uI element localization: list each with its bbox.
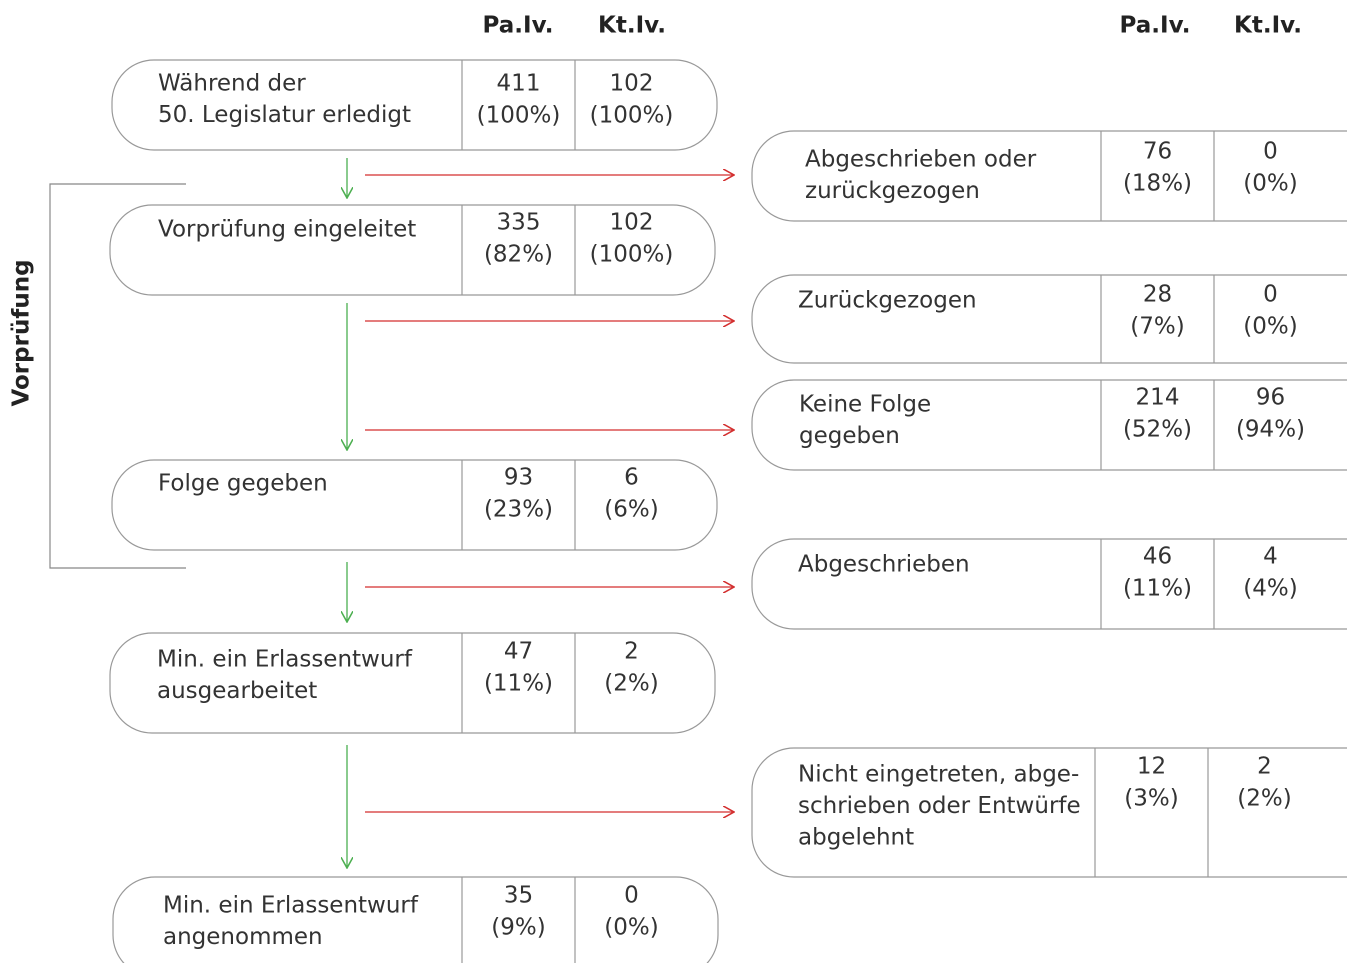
node-label: Vorprüfung eingeleitet <box>158 217 416 243</box>
kt-count: 6 <box>624 465 639 491</box>
pa-share: (11%) <box>1123 576 1192 602</box>
pa-share: (7%) <box>1130 314 1184 340</box>
pa-count: 214 <box>1136 385 1180 411</box>
node-box <box>112 876 719 963</box>
pa-count: 47 <box>504 639 533 665</box>
side-label: Vorprüfung <box>9 259 35 406</box>
kt-count: 4 <box>1263 544 1278 570</box>
pa-count: 12 <box>1137 754 1166 780</box>
node-label: Zurückgezogen <box>798 288 977 314</box>
pa-share: (82%) <box>484 242 553 268</box>
node-label: gegeben <box>799 423 900 449</box>
kt-share: (0%) <box>1243 171 1297 197</box>
column-header: Kt.Iv. <box>1234 13 1302 39</box>
node-label: Abgeschrieben <box>798 552 970 578</box>
pa-count: 46 <box>1143 544 1172 570</box>
node-label: Min. ein Erlassentwurf <box>163 893 419 919</box>
node-label: Nicht eingetreten, abge- <box>798 762 1079 788</box>
kt-share: (2%) <box>1237 786 1291 812</box>
pa-count: 76 <box>1143 139 1172 165</box>
node-box <box>109 632 716 734</box>
pa-share: (9%) <box>491 915 545 941</box>
kt-share: (100%) <box>590 103 674 129</box>
bracket <box>49 183 186 569</box>
node-label: abgelehnt <box>798 825 914 851</box>
node-label: Min. ein Erlassentwurf <box>157 647 413 673</box>
kt-count: 2 <box>1257 754 1272 780</box>
pa-count: 35 <box>504 883 533 909</box>
node-label: Keine Folge <box>799 392 931 418</box>
pa-count: 93 <box>504 465 533 491</box>
pa-share: (52%) <box>1123 417 1192 443</box>
node-label: Während der <box>158 71 306 97</box>
kt-share: (0%) <box>1243 314 1297 340</box>
node-box <box>751 747 1347 878</box>
node-box <box>751 538 1347 630</box>
pa-share: (23%) <box>484 497 553 523</box>
kt-count: 102 <box>610 210 654 236</box>
kt-count: 102 <box>610 71 654 97</box>
node-label: angenommen <box>163 924 323 950</box>
node-box <box>111 59 718 151</box>
kt-share: (0%) <box>604 915 658 941</box>
kt-count: 0 <box>1263 282 1278 308</box>
pa-count: 28 <box>1143 282 1172 308</box>
kt-share: (100%) <box>590 242 674 268</box>
kt-count: 0 <box>1263 139 1278 165</box>
kt-count: 2 <box>624 639 639 665</box>
kt-count: 96 <box>1256 385 1285 411</box>
node-box <box>109 204 716 296</box>
node-label: Folge gegeben <box>158 471 328 497</box>
node-label: 50. Legislatur erledigt <box>158 102 411 128</box>
column-header: Kt.Iv. <box>598 13 666 39</box>
node-label: zurückgezogen <box>805 178 980 204</box>
column-header: Pa.Iv. <box>1120 13 1191 39</box>
pa-share: (18%) <box>1123 171 1192 197</box>
red-arrows <box>365 175 734 812</box>
kt-share: (6%) <box>604 497 658 523</box>
node-label: ausgearbeitet <box>157 678 317 704</box>
node-box <box>111 459 718 551</box>
kt-share: (94%) <box>1236 417 1305 443</box>
pa-count: 411 <box>497 71 541 97</box>
pa-share: (3%) <box>1124 786 1178 812</box>
node-box <box>751 274 1347 364</box>
kt-count: 0 <box>624 883 639 909</box>
pa-share: (11%) <box>484 671 553 697</box>
node-label: Abgeschrieben oder <box>805 147 1037 173</box>
kt-share: (4%) <box>1243 576 1297 602</box>
node-label: schrieben oder Entwürfe <box>798 793 1081 819</box>
kt-share: (2%) <box>604 671 658 697</box>
pa-count: 335 <box>497 210 541 236</box>
pa-share: (100%) <box>477 103 561 129</box>
column-header: Pa.Iv. <box>483 13 554 39</box>
node-box <box>751 379 1347 471</box>
node-box <box>751 130 1347 222</box>
